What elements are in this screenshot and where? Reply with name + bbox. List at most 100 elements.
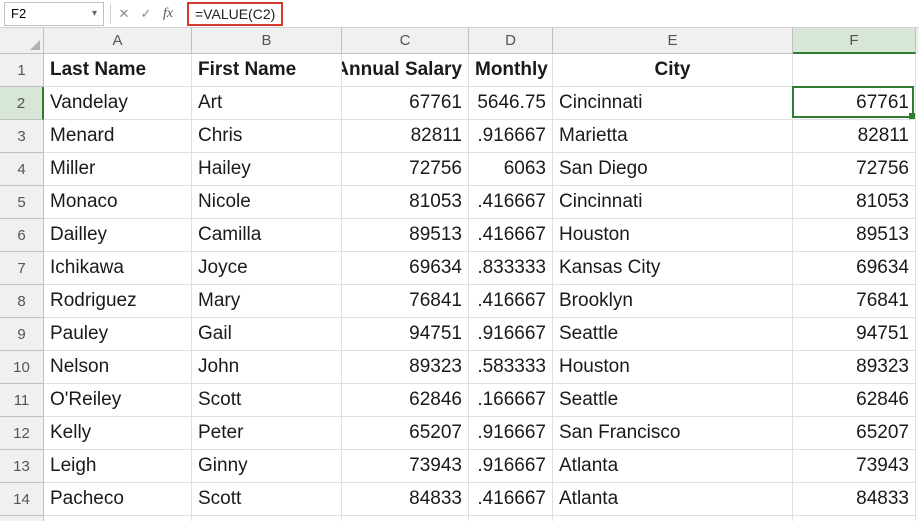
row-header-15[interactable] xyxy=(0,516,44,521)
column-header-A[interactable]: A xyxy=(44,28,192,54)
cell[interactable]: 65207 xyxy=(342,417,469,450)
column-header-C[interactable]: C xyxy=(342,28,469,54)
cell[interactable]: 67761 xyxy=(793,87,916,120)
cell[interactable]: Brooklyn xyxy=(553,285,793,318)
header-cell[interactable]: First Name xyxy=(192,54,342,87)
cell[interactable]: Camilla xyxy=(192,219,342,252)
cell[interactable]: San Francisco xyxy=(553,417,793,450)
column-header-B[interactable]: B xyxy=(192,28,342,54)
cell[interactable]: Gail xyxy=(192,318,342,351)
cell[interactable]: .583333 xyxy=(469,351,553,384)
cell[interactable]: Miller xyxy=(44,153,192,186)
cell[interactable]: Nicole xyxy=(192,186,342,219)
cell[interactable]: Rodriguez xyxy=(44,285,192,318)
name-box[interactable]: F2 ▾ xyxy=(4,2,104,26)
cell[interactable]: John xyxy=(192,351,342,384)
cell[interactable]: 81053 xyxy=(342,186,469,219)
row-header-7[interactable]: 7 xyxy=(0,252,44,285)
chevron-down-icon[interactable]: ▾ xyxy=(92,8,97,19)
header-cell[interactable]: Annual Salary xyxy=(342,54,469,87)
cell[interactable]: Leigh xyxy=(44,450,192,483)
formula-input-wrap[interactable]: =VALUE(C2) xyxy=(179,0,919,27)
cell[interactable]: .416667 xyxy=(469,483,553,516)
cell[interactable]: Cincinnati xyxy=(553,186,793,219)
cell[interactable]: Chris xyxy=(192,120,342,153)
cell[interactable]: Atlanta xyxy=(553,483,793,516)
cell[interactable]: Nelson xyxy=(44,351,192,384)
cell[interactable]: 72756 xyxy=(793,153,916,186)
cell[interactable]: Mary xyxy=(192,285,342,318)
cell[interactable]: Ginny xyxy=(192,450,342,483)
cell[interactable] xyxy=(793,516,916,521)
cell[interactable] xyxy=(342,516,469,521)
cell[interactable]: Monaco xyxy=(44,186,192,219)
cell[interactable]: 62846 xyxy=(342,384,469,417)
cell[interactable]: .916667 xyxy=(469,450,553,483)
cell[interactable]: Hailey xyxy=(192,153,342,186)
row-header-2[interactable]: 2 xyxy=(0,87,44,120)
row-header-6[interactable]: 6 xyxy=(0,219,44,252)
row-header-5[interactable]: 5 xyxy=(0,186,44,219)
cell[interactable]: 94751 xyxy=(793,318,916,351)
cell[interactable]: 72756 xyxy=(342,153,469,186)
row-header-3[interactable]: 3 xyxy=(0,120,44,153)
cell[interactable]: Joyce xyxy=(192,252,342,285)
cell[interactable]: .416667 xyxy=(469,219,553,252)
header-cell[interactable] xyxy=(793,54,916,87)
row-header-12[interactable]: 12 xyxy=(0,417,44,450)
cell[interactable]: Scott xyxy=(192,483,342,516)
cell[interactable]: Ichikawa xyxy=(44,252,192,285)
select-all-corner[interactable] xyxy=(0,28,44,54)
header-cell[interactable]: Monthly xyxy=(469,54,553,87)
cell[interactable]: Art xyxy=(192,87,342,120)
cell[interactable]: Vandelay xyxy=(44,87,192,120)
cell[interactable]: 84833 xyxy=(793,483,916,516)
cell[interactable]: Houston xyxy=(553,219,793,252)
row-header-9[interactable]: 9 xyxy=(0,318,44,351)
cell[interactable]: .416667 xyxy=(469,285,553,318)
cell[interactable] xyxy=(192,516,342,521)
cell[interactable]: .416667 xyxy=(469,186,553,219)
cell[interactable]: 62846 xyxy=(793,384,916,417)
cell[interactable] xyxy=(469,516,553,521)
cell[interactable]: 89513 xyxy=(793,219,916,252)
cell[interactable]: 89513 xyxy=(342,219,469,252)
cell[interactable]: Peter xyxy=(192,417,342,450)
formula-input[interactable]: =VALUE(C2) xyxy=(187,2,283,26)
cell[interactable]: Scott xyxy=(192,384,342,417)
cell[interactable]: 5646.75 xyxy=(469,87,553,120)
cell[interactable]: 65207 xyxy=(793,417,916,450)
header-cell[interactable]: Last Name xyxy=(44,54,192,87)
cell[interactable]: 73943 xyxy=(342,450,469,483)
header-cell[interactable]: City xyxy=(553,54,793,87)
cell[interactable]: 89323 xyxy=(342,351,469,384)
cell[interactable]: 67761 xyxy=(342,87,469,120)
column-header-F[interactable]: F xyxy=(793,28,916,54)
cell[interactable]: .833333 xyxy=(469,252,553,285)
column-header-E[interactable]: E xyxy=(553,28,793,54)
cell[interactable]: 6063 xyxy=(469,153,553,186)
row-header-14[interactable]: 14 xyxy=(0,483,44,516)
cell[interactable]: Dailley xyxy=(44,219,192,252)
cell[interactable]: Kansas City xyxy=(553,252,793,285)
column-header-D[interactable]: D xyxy=(469,28,553,54)
cell[interactable]: .916667 xyxy=(469,318,553,351)
cell[interactable]: .916667 xyxy=(469,120,553,153)
row-header-11[interactable]: 11 xyxy=(0,384,44,417)
cell[interactable] xyxy=(44,516,192,521)
cell[interactable]: Pauley xyxy=(44,318,192,351)
cell[interactable]: Kelly xyxy=(44,417,192,450)
check-icon[interactable]: ✓ xyxy=(135,3,157,25)
cell[interactable]: Menard xyxy=(44,120,192,153)
cell[interactable]: 69634 xyxy=(342,252,469,285)
cell[interactable]: Seattle xyxy=(553,318,793,351)
cell[interactable]: Pacheco xyxy=(44,483,192,516)
cell[interactable]: .166667 xyxy=(469,384,553,417)
cell[interactable]: 89323 xyxy=(793,351,916,384)
cell[interactable]: 76841 xyxy=(342,285,469,318)
cell[interactable]: Seattle xyxy=(553,384,793,417)
cell[interactable]: Cincinnati xyxy=(553,87,793,120)
cell[interactable]: Houston xyxy=(553,351,793,384)
row-header-4[interactable]: 4 xyxy=(0,153,44,186)
row-header-8[interactable]: 8 xyxy=(0,285,44,318)
